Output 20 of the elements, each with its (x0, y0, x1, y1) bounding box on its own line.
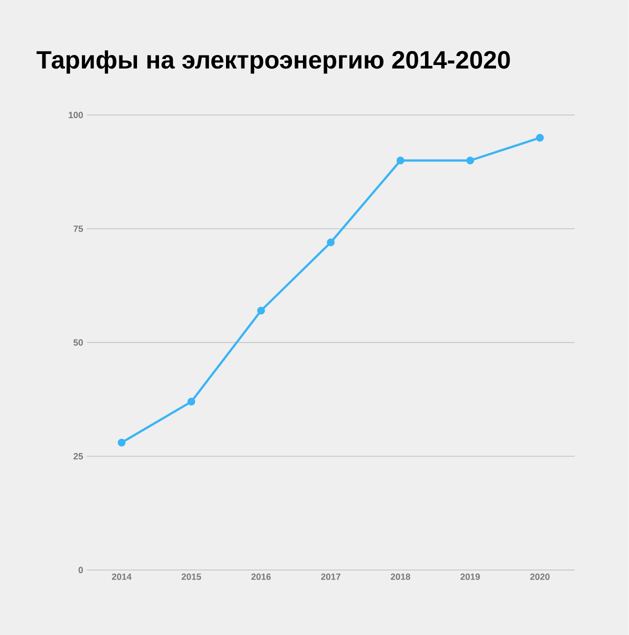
y-tick-label: 100 (68, 112, 83, 118)
y-tick-label: 50 (74, 339, 83, 346)
point (466, 156, 474, 164)
y-tick-label: 25 (74, 453, 84, 460)
x-tick-label: 2020 (530, 574, 550, 580)
point (536, 134, 544, 142)
x-tick-label: 2019 (460, 574, 480, 580)
x-tick-label: 2014 (112, 574, 132, 580)
point (257, 306, 266, 315)
x-tick-label: 2018 (390, 574, 410, 580)
point (326, 238, 335, 246)
point (396, 156, 404, 164)
x-tick-label: 2015 (182, 574, 202, 580)
point (118, 438, 126, 446)
y-tick-label: 75 (74, 226, 84, 232)
y-tick-label: 0 (78, 566, 83, 574)
point (188, 398, 196, 406)
x-tick-label: 2016 (251, 574, 271, 580)
x-tick-label: 2017 (321, 574, 340, 580)
chart-title: Тарифы на электроэнергию 2014-2020 (36, 50, 510, 74)
